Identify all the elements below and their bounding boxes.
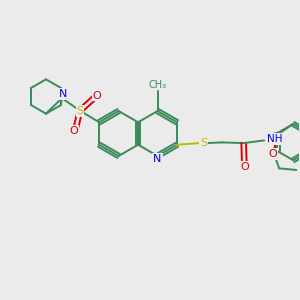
Text: NH: NH	[268, 134, 283, 144]
Text: N: N	[59, 89, 68, 99]
Text: S: S	[76, 106, 84, 116]
Text: O: O	[268, 149, 277, 159]
Text: O: O	[93, 91, 102, 100]
Text: CH₃: CH₃	[148, 80, 166, 90]
Text: N: N	[153, 154, 162, 164]
Text: O: O	[69, 126, 78, 136]
Text: O: O	[240, 162, 249, 172]
Text: S: S	[200, 138, 207, 148]
Text: N: N	[59, 89, 68, 99]
